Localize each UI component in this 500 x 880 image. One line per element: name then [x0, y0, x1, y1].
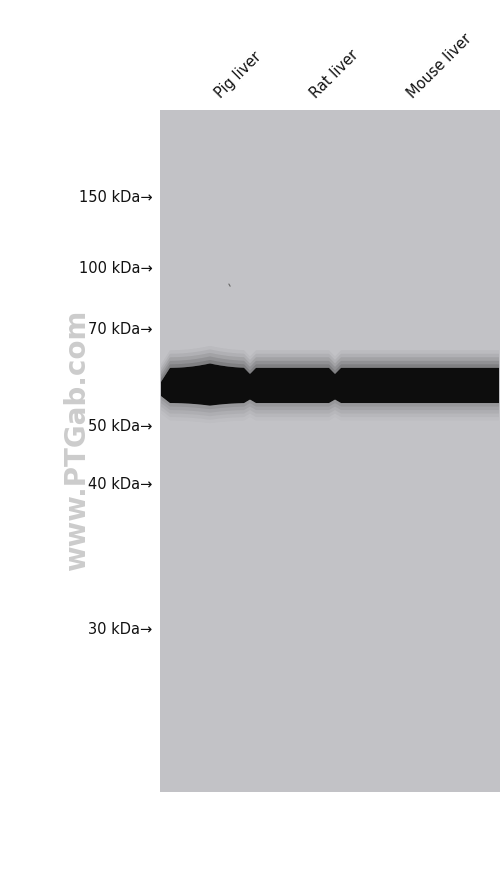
Text: 50 kDa→: 50 kDa→ [88, 419, 152, 435]
Text: 30 kDa→: 30 kDa→ [88, 621, 152, 637]
Text: 150 kDa→: 150 kDa→ [79, 190, 152, 206]
Polygon shape [161, 363, 499, 406]
Polygon shape [161, 349, 499, 382]
Text: 100 kDa→: 100 kDa→ [79, 260, 152, 276]
Text: Mouse liver: Mouse liver [405, 31, 475, 101]
Text: 40 kDa→: 40 kDa→ [88, 476, 152, 492]
Polygon shape [161, 360, 499, 382]
Polygon shape [161, 353, 499, 382]
Text: www.PTGab.com: www.PTGab.com [64, 309, 92, 571]
Text: 70 kDa→: 70 kDa→ [88, 322, 152, 338]
Polygon shape [161, 396, 499, 413]
Bar [160, 110, 500, 792]
Text: Pig liver: Pig liver [212, 49, 264, 101]
Text: Rat liver: Rat liver [308, 48, 362, 101]
Bar [0, 0, 500, 110]
Polygon shape [161, 396, 499, 409]
Polygon shape [161, 356, 499, 382]
